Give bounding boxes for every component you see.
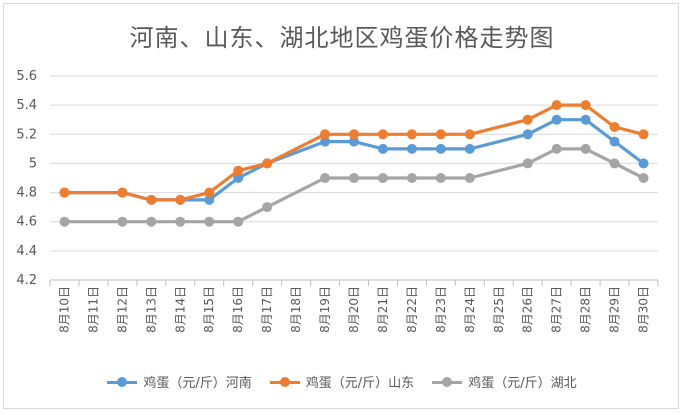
y-tick-label: 4.2 [16,273,37,288]
x-tick-label: 8月10日 [57,286,71,333]
series-0-point [551,114,562,125]
series-0-point [349,136,359,147]
legend-item-hubei: 鸡蛋（元/斤）湖北 [432,372,577,391]
series-2-point [522,158,533,169]
series-1-point [551,100,562,111]
x-tick-label: 8月20日 [347,286,361,333]
x-tick-label: 8月16日 [231,286,245,333]
chart-title: 河南、山东、湖北地区鸡蛋价格走势图 [129,24,555,52]
series-2-point [175,216,186,227]
y-tick-label: 4.6 [16,215,37,230]
legend-item-henan: 鸡蛋（元/斤）河南 [107,372,252,391]
series-2-point [609,158,620,169]
x-tick-label: 8月22日 [405,286,419,333]
series-0-point [435,143,446,154]
legend-label-henan: 鸡蛋（元/斤）河南 [143,376,252,391]
x-tick-label: 8月19日 [318,286,332,333]
series-2-point [233,216,244,227]
series-2-point [320,173,331,183]
legend-item-shandong: 鸡蛋（元/斤）山东 [269,372,415,391]
y-tick-label: 5.4 [16,98,37,113]
y-tick-label: 5.6 [16,69,37,84]
series-2-point [377,173,388,183]
series-1-point [262,158,273,169]
x-tick-label: 8月26日 [521,286,535,333]
series-0-point [320,136,331,147]
x-tick-label: 8月18日 [289,286,303,333]
series-1-point [377,129,388,140]
x-tick-label: 8月14日 [173,286,187,333]
y-tick-label: 5.2 [16,127,37,142]
legend-swatch-henan [107,376,138,388]
x-tick-label: 8月27日 [550,286,564,333]
legend-label-shandong: 鸡蛋（元/斤）山东 [305,376,415,391]
series-2-point [580,143,591,154]
series-2-point [435,173,446,183]
series-0-point [204,194,215,205]
legend-swatch-hubei [432,376,463,388]
legend-swatch-shandong [269,376,300,388]
series-2-point [146,216,157,227]
series-2-point [406,173,417,183]
series-line-2 [64,147,645,224]
series-1-point [117,187,128,198]
series-2-point [464,173,475,183]
y-tick-label: 4.4 [16,244,37,259]
chart-legend: 鸡蛋（元/斤）河南 鸡蛋（元/斤）山东 鸡蛋（元/斤）湖北 [0,372,684,391]
x-tick-label: 8月13日 [144,286,158,333]
series-0-point [638,158,649,169]
series-1-point [609,122,620,132]
series-1-point [175,194,186,205]
y-tick-label: 4.8 [16,186,37,201]
series-0-point [522,129,533,140]
x-tick-label: 8月17日 [260,286,274,333]
series-2-point [551,143,562,154]
series-2-point [204,216,215,227]
series-2-point [349,173,359,183]
x-tick-label: 8月12日 [115,286,129,333]
series-1-point [233,165,244,176]
series-1-point [464,129,475,140]
series-0-point [406,143,417,154]
series-0-point [609,136,620,147]
x-tick-label: 8月25日 [492,286,506,333]
x-tick-label: 8月30日 [637,286,651,333]
series-2-point [638,173,649,183]
series-1-point [435,129,446,140]
series-0-point [464,143,475,154]
series-1-point [349,129,359,140]
series-1-point [320,129,331,140]
chart-frame [3,3,679,409]
series-2-point [59,216,70,227]
legend-label-hubei: 鸡蛋（元/斤）湖北 [468,376,577,391]
x-tick-label: 8月11日 [86,286,100,333]
series-1-point [146,194,157,205]
y-tick-label: 5 [29,156,37,171]
series-1-point [406,129,417,140]
series-1-point [522,114,533,125]
series-1-point [638,129,649,140]
series-1-point [204,187,215,198]
x-tick-label: 8月21日 [376,286,390,333]
series-0-point [233,173,244,183]
series-2-point [117,216,128,227]
series-0-point [580,114,591,125]
series-2-point [262,202,273,213]
x-tick-label: 8月29日 [608,286,622,333]
x-tick-label: 8月24日 [463,286,477,333]
series-1-point [580,100,591,111]
series-0-point [377,143,388,154]
x-tick-label: 8月28日 [579,286,593,333]
x-tick-label: 8月15日 [202,286,216,333]
series-1-point [59,187,70,198]
x-tick-label: 8月23日 [434,286,448,333]
